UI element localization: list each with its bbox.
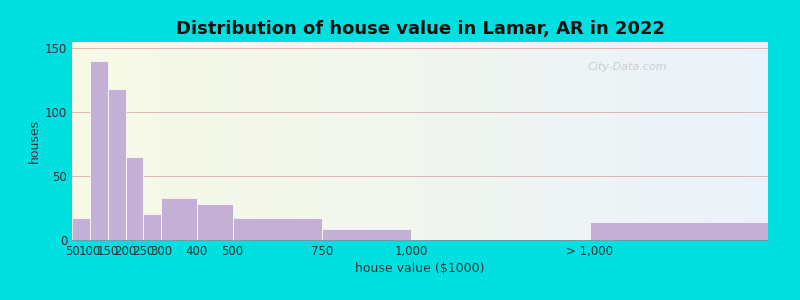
Bar — [126, 157, 143, 240]
Bar — [590, 222, 768, 240]
Bar — [143, 214, 162, 240]
Bar — [233, 218, 322, 240]
Bar — [197, 204, 233, 240]
Y-axis label: houses: houses — [28, 119, 41, 163]
Bar — [322, 229, 411, 240]
Title: Distribution of house value in Lamar, AR in 2022: Distribution of house value in Lamar, AR… — [175, 20, 665, 38]
Bar — [162, 198, 197, 240]
Text: City-Data.com: City-Data.com — [587, 62, 666, 72]
Bar — [108, 89, 126, 240]
Bar — [90, 61, 108, 240]
Bar — [72, 218, 90, 240]
X-axis label: house value ($1000): house value ($1000) — [355, 262, 485, 275]
